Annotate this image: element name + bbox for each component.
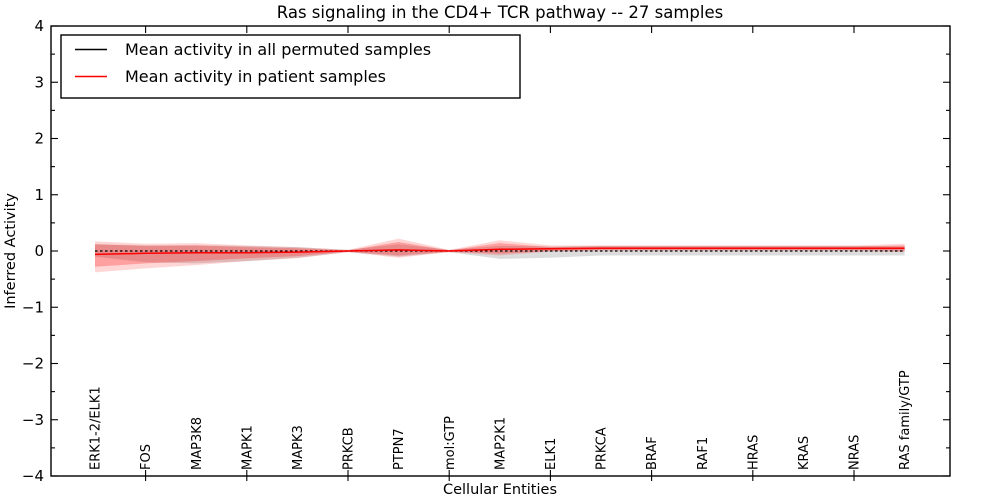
y-axis-label: Inferred Activity [3, 193, 19, 309]
x-axis-label: Cellular Entities [443, 482, 557, 498]
y-tick-label: 2 [34, 130, 44, 148]
legend-box [60, 34, 521, 99]
x-tick-label: mol:GTP [443, 416, 458, 470]
patient-mean-line [94, 247, 905, 256]
x-tick-label: MAPK1 [240, 425, 255, 470]
x-tick-label: RAF1 [696, 437, 711, 470]
y-tick-label: −1 [22, 298, 44, 316]
x-tick-label: PTPN7 [392, 428, 407, 470]
x-tick-label: PRKCB [342, 427, 357, 470]
y-tick-label: 4 [34, 17, 44, 35]
plot-area [94, 238, 905, 273]
x-tick-label: NRAS [848, 435, 863, 470]
legend: Mean activity in all permuted samples Me… [60, 34, 521, 99]
axis-ticks [51, 25, 950, 481]
chart-title: Ras signaling in the CD4+ TCR pathway --… [277, 3, 723, 22]
y-tick-label: −3 [22, 411, 44, 429]
x-tick-label: KRAS [797, 436, 812, 470]
y-tick-label: 3 [34, 73, 44, 91]
x-tick-label: ERK1-2/ELK1 [89, 386, 104, 470]
x-tick-label: ELK1 [544, 438, 559, 470]
legend-label-patient: Mean activity in patient samples [125, 67, 386, 86]
x-tick-label: MAP3K8 [190, 417, 205, 470]
x-tick-label: HRAS [746, 435, 761, 470]
patient-band-outer [95, 238, 905, 273]
legend-label-permuted: Mean activity in all permuted samples [125, 40, 431, 59]
x-tick-label: FOS [139, 444, 154, 470]
y-tick-label: 1 [34, 186, 44, 204]
x-tick-labels: ERK1-2/ELK1 FOS MAP3K8 MAPK1 MAPK3 PRKCB PTPN7… [89, 370, 914, 470]
y-tick-labels: −4 −3 −2 −1 0 1 2 3 4 [22, 17, 44, 485]
permuted-band [95, 244, 905, 264]
x-tick-label: RAS family/GTP [898, 370, 913, 470]
y-tick-label: −2 [22, 355, 44, 373]
x-tick-label: PRKCA [595, 427, 610, 470]
y-tick-label: 0 [34, 242, 44, 260]
x-tick-label: MAP2K1 [493, 417, 508, 470]
y-tick-label: −4 [22, 467, 44, 485]
x-tick-label: BRAF [645, 436, 660, 470]
x-tick-label: MAPK3 [291, 425, 306, 470]
